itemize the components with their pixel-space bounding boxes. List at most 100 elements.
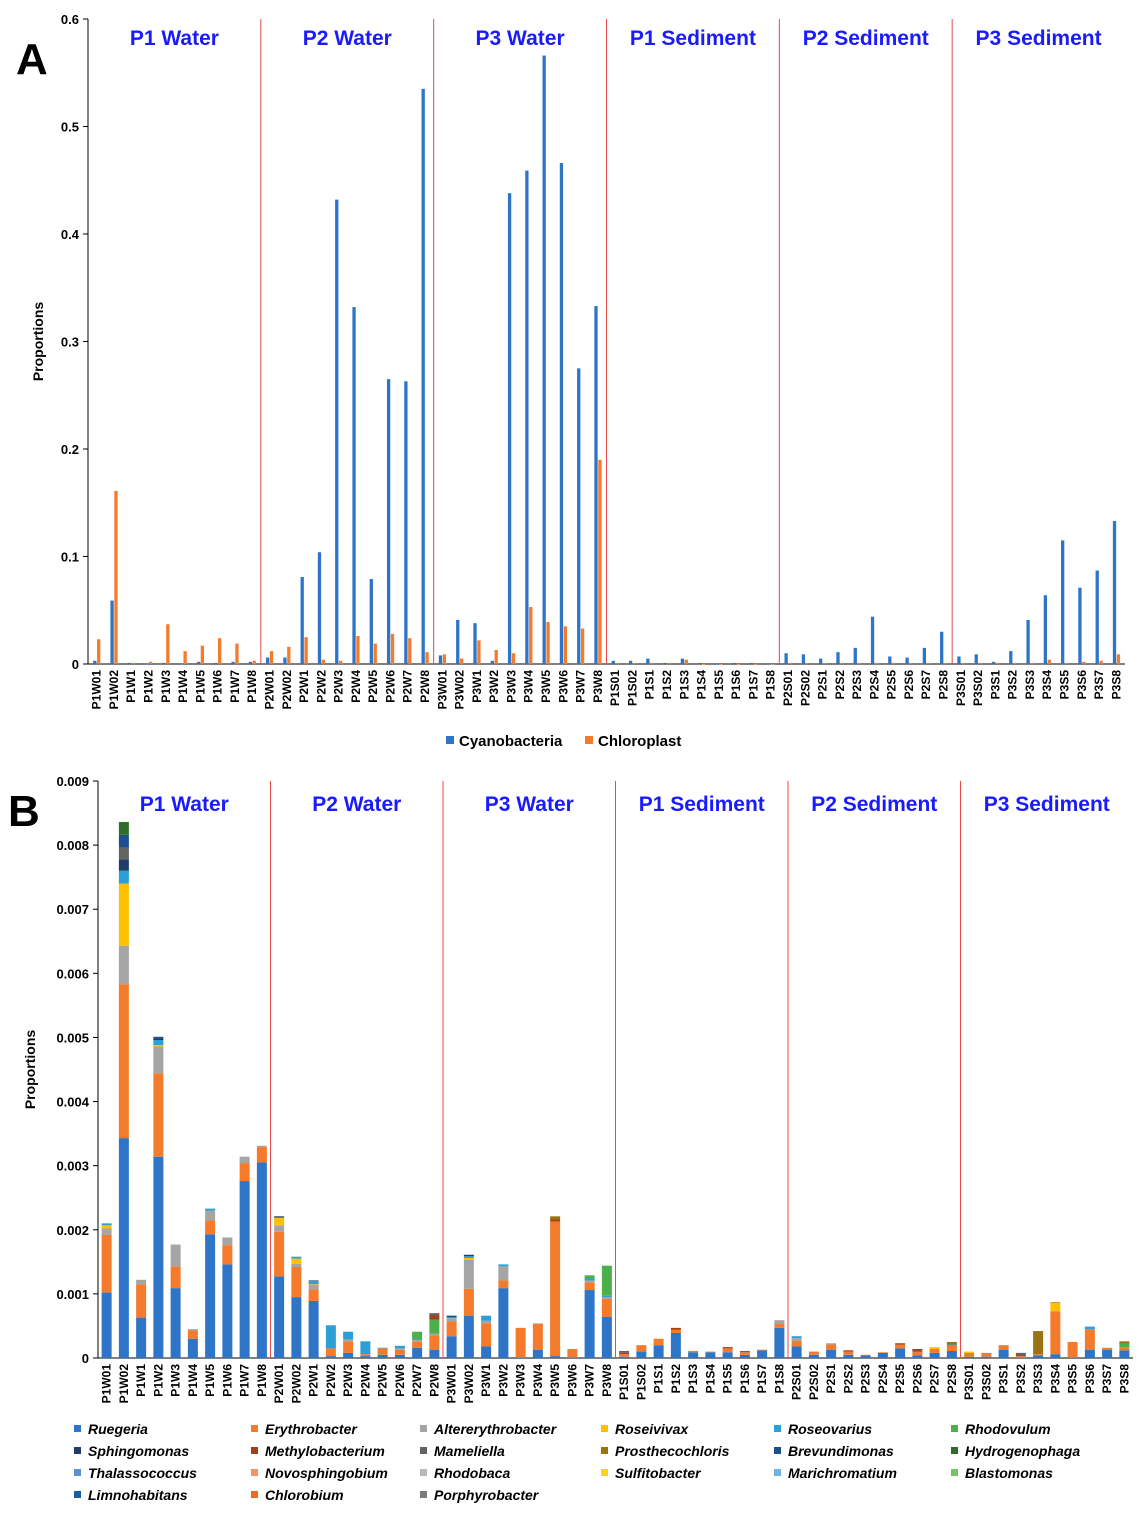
legend-label-sulfitobacter: Sulfitobacter xyxy=(615,1465,702,1481)
panel-b-bar-segment-erythrobacter xyxy=(1033,1354,1044,1356)
panel-b-category-label: P3S3 xyxy=(1031,1364,1045,1394)
panel-a-category-label: P1W8 xyxy=(245,670,259,703)
panel-b-category-label: P1W5 xyxy=(203,1364,217,1397)
panel-a-bar-cyanobacteria xyxy=(542,55,546,665)
panel-b-bar-segment-ruegeria xyxy=(274,1276,285,1358)
panel-b-bar-segment-mameliella xyxy=(739,1350,750,1353)
panel-b-letter: B xyxy=(8,787,40,836)
panel-b-bar-segment-erythrobacter xyxy=(187,1330,198,1339)
legend-label-prosthecochloris: Prosthecochloris xyxy=(615,1443,730,1459)
panel-b-bar-segment-altererythrobacter xyxy=(826,1343,837,1345)
legend-swatch-cyanobacteria xyxy=(446,736,454,744)
panel-b-category-label: P2S02 xyxy=(807,1364,821,1400)
panel-b-bar-segment-ruegeria xyxy=(205,1234,216,1358)
panel-b-bar-segment-ruegeria xyxy=(1119,1350,1130,1358)
panel-a-group-label: P3 Water xyxy=(476,27,565,50)
panel-b-category-label: P3W8 xyxy=(600,1364,614,1397)
panel-a-bar-chloroplast xyxy=(736,664,740,665)
panel-b-bar-segment-methylobacterium xyxy=(429,1315,440,1320)
panel-b-category-label: P3S6 xyxy=(1083,1364,1097,1394)
legend-swatch-erythrobacter xyxy=(251,1425,258,1432)
panel-a-bar-chloroplast xyxy=(995,662,1000,664)
panel-a-bar-cyanobacteria xyxy=(646,658,650,664)
panel-b-ytick-label: 0.008 xyxy=(56,838,89,853)
panel-a-bar-cyanobacteria xyxy=(1095,570,1099,664)
panel-b-category-label: P3W01 xyxy=(445,1364,459,1404)
panel-a-category-label: P3W6 xyxy=(556,670,570,703)
panel-a-category-label: P2S3 xyxy=(850,670,864,700)
panel-a-bar-cyanobacteria xyxy=(663,662,667,664)
panel-b-bar-segment-erythrobacter xyxy=(377,1348,388,1355)
legend-label-porphyrobacter: Porphyrobacter xyxy=(434,1487,540,1503)
panel-b-ytick-label: 0.009 xyxy=(56,774,89,789)
panel-a-bar-cyanobacteria xyxy=(196,661,201,664)
legend-swatch-methylobacterium xyxy=(251,1447,258,1454)
panel-a-bar-cyanobacteria xyxy=(404,381,408,664)
panel-b-bar-segment-ruegeria xyxy=(826,1349,837,1358)
panel-b-bar-segment-methylobacterium xyxy=(722,1347,733,1349)
panel-a-bar-chloroplast xyxy=(235,643,239,664)
panel-a-category-label: P3W02 xyxy=(453,670,467,710)
panel-b-bar-segment-erythrobacter xyxy=(429,1335,440,1350)
panel-b-bar-segment-roseivivax xyxy=(291,1258,302,1264)
panel-a-category-label: P2W6 xyxy=(383,670,397,703)
panel-b-bar-segment-ruegeria xyxy=(532,1349,543,1358)
panel-a-bar-chloroplast xyxy=(339,660,343,664)
panel-b-bar-segment-mameliella xyxy=(1015,1352,1026,1357)
panel-b-bar-segment-ruegeria xyxy=(860,1355,871,1358)
panel-b-category-label: P3S2 xyxy=(1014,1364,1028,1394)
panel-a-bar-chloroplast xyxy=(961,662,965,664)
panel-b-bar-segment-roseovarius xyxy=(446,1316,457,1319)
panel-b-bar-segment-erythrobacter xyxy=(739,1352,750,1355)
panel-a-bar-chloroplast xyxy=(408,638,412,664)
panel-b-category-label: P2W5 xyxy=(376,1364,390,1397)
panel-b-category-label: P1W02 xyxy=(117,1364,131,1404)
panel-b-category-label: P1W1 xyxy=(134,1364,148,1397)
panel-a-bar-cyanobacteria xyxy=(507,193,512,664)
panel-b-category-label: P3W2 xyxy=(496,1364,510,1397)
panel-a-bar-chloroplast xyxy=(684,659,688,664)
panel-a-category-label: P1W3 xyxy=(159,670,173,703)
panel-b-bar-segment-ruegeria xyxy=(567,1357,578,1358)
legend-label-altererythrobacter: Altererythrobacter xyxy=(433,1421,558,1437)
panel-a-category-label: P2S02 xyxy=(798,670,812,706)
panel-b-bar-segment-erythrobacter xyxy=(498,1280,509,1289)
panel-a-bar-cyanobacteria xyxy=(386,379,391,664)
panel-b-ytick-label: 0 xyxy=(82,1351,89,1366)
panel-a-bar-chloroplast xyxy=(425,652,429,664)
panel-a-bar-chloroplast xyxy=(252,660,256,664)
panel-a-category-label: P1S02 xyxy=(625,670,639,706)
panel-b-category-label: P1S6 xyxy=(738,1364,752,1394)
panel-b-bar-segment-altererythrobacter xyxy=(118,945,129,985)
panel-b-bar-segment-roseovarius xyxy=(601,1295,612,1298)
panel-b-bar-segment-altererythrobacter xyxy=(308,1284,319,1290)
panel-b-bar-segment-erythrobacter xyxy=(946,1345,957,1351)
panel-b-bar-segment-altererythrobacter xyxy=(205,1210,216,1221)
panel-b-category-label: P1S4 xyxy=(703,1364,717,1394)
panel-a-bar-chloroplast xyxy=(287,646,291,664)
panel-b-group-label: P3 Water xyxy=(485,793,574,816)
panel-b-bar-segment-erythrobacter xyxy=(584,1282,595,1291)
panel-b-bar-segment-altererythrobacter xyxy=(101,1228,112,1235)
panel-b-bar-segment-roseivivax xyxy=(101,1225,112,1229)
panel-b-bar-segment-methylobacterium xyxy=(550,1219,561,1222)
panel-b-bar-segment-prosthecochloris xyxy=(550,1216,561,1220)
panel-a-bar-chloroplast xyxy=(269,651,274,664)
panel-b-bar-segment-altererythrobacter xyxy=(412,1340,423,1342)
legend-label-rhodovulum: Rhodovulum xyxy=(965,1421,1051,1437)
panel-b-bar-segment-erythrobacter xyxy=(515,1327,526,1358)
panel-a-bar-cyanobacteria xyxy=(352,307,356,664)
panel-a-category-label: P3S7 xyxy=(1092,670,1106,700)
panel-b-bar-segment-sphingomonas xyxy=(274,1216,285,1218)
panel-a-bar-cyanobacteria xyxy=(940,631,944,664)
legend-swatch-sulfitobacter xyxy=(601,1469,608,1476)
panel-a-category-label: P3W4 xyxy=(522,670,536,703)
panel-b-bar-segment-ruegeria xyxy=(412,1347,423,1358)
panel-a-category-label: P1W7 xyxy=(228,670,242,703)
panel-a-bar-cyanobacteria xyxy=(162,662,166,664)
panel-a-category-label: P2W5 xyxy=(366,670,380,703)
panel-a-bar-chloroplast xyxy=(459,658,464,664)
panel-a-bar-chloroplast xyxy=(1099,660,1103,664)
panel-b-ytick-label: 0.005 xyxy=(56,1030,89,1045)
panel-b-bar-segment-erythrobacter xyxy=(291,1266,302,1298)
